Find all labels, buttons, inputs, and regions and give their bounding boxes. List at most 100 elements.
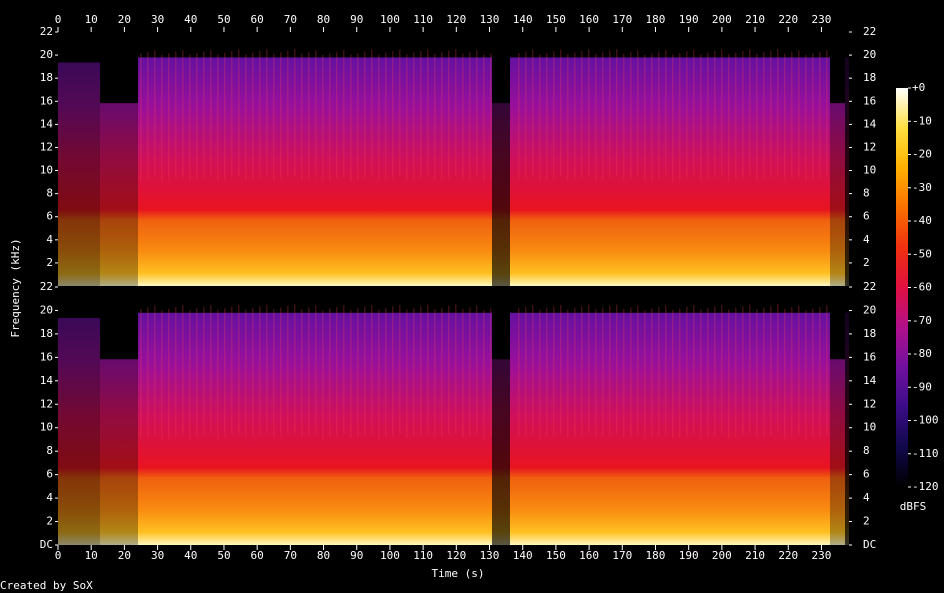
spectrogram-streak — [728, 54, 730, 182]
x-tick-label: 180 — [646, 549, 666, 562]
spectrogram-region — [845, 57, 849, 287]
spectrogram-streak — [301, 308, 303, 438]
spectrogram-streak — [203, 306, 205, 436]
x-tick-label: 100 — [380, 13, 400, 26]
spectrogram-region — [138, 57, 492, 287]
y-tick-label: 14 — [40, 374, 54, 387]
spectrogram-streak — [525, 51, 527, 179]
spectrogram-streak — [735, 52, 737, 180]
spectrogram-streak — [315, 50, 317, 178]
spectrogram-region — [830, 103, 845, 287]
spectrogram-streak — [826, 50, 828, 178]
spectrogram-streak — [560, 49, 562, 177]
spectrogram-streak — [217, 54, 219, 182]
spectrogram-streak — [819, 306, 821, 436]
spectrogram-streak — [679, 53, 681, 181]
spectrogram-streak — [196, 53, 198, 181]
spectrogram-streak — [805, 54, 807, 182]
colorbar-tick-label: -80 — [912, 347, 932, 360]
colorbar-tick-label: +0 — [912, 81, 925, 94]
spectrogram-streak — [329, 53, 331, 181]
y-tick-label: 4 — [863, 491, 870, 504]
y-tick-label: 6 — [863, 210, 870, 223]
spectrogram-streak — [294, 49, 296, 177]
y-tick-label: 14 — [863, 117, 877, 130]
spectrogram-streak — [441, 307, 443, 437]
x-tick-label: 180 — [646, 13, 666, 26]
y-tick-label: 2 — [863, 515, 870, 528]
spectrogram-streak — [700, 309, 702, 439]
y-tick-label: 2 — [46, 515, 53, 528]
spectrogram-streak — [763, 307, 765, 437]
spectrogram-streak — [371, 305, 373, 435]
y-tick-label: 18 — [863, 327, 876, 340]
y-tick-label: 8 — [46, 187, 53, 200]
y-tick-label: 14 — [863, 374, 877, 387]
spectrogram-streak — [266, 304, 268, 434]
spectrogram-streak — [693, 305, 695, 435]
spectrogram-streak — [189, 309, 191, 439]
x-tick-label: 130 — [480, 549, 500, 562]
x-tick-label: 10 — [85, 549, 98, 562]
x-tick-label: 60 — [251, 13, 264, 26]
spectrogram-streak — [399, 49, 401, 177]
spectrogram-streak — [364, 51, 366, 179]
x-tick-label: 190 — [679, 13, 699, 26]
x-tick-label: 200 — [712, 13, 732, 26]
x-tick-label: 70 — [284, 13, 297, 26]
spectrogram-streak — [812, 53, 814, 181]
spectrogram-streak — [203, 51, 205, 179]
spectrogram-streak — [406, 309, 408, 439]
spectrogram-streak — [168, 308, 170, 438]
spectrogram-streak — [336, 306, 338, 436]
spectrogram-streak — [357, 53, 359, 181]
spectrogram-streak — [462, 53, 464, 181]
colorbar-tick-label: -20 — [912, 148, 932, 161]
spectrogram-streak — [399, 304, 401, 434]
spectrogram-streak — [539, 309, 541, 439]
y-tick-label: 6 — [46, 210, 53, 223]
spectrogram-streak — [259, 306, 261, 436]
spectrogram-streak — [476, 50, 478, 178]
x-tick-label: 100 — [380, 549, 400, 562]
spectrogram-streak — [532, 305, 534, 435]
spectrogram-streak — [672, 309, 674, 439]
spectrogram-streak — [595, 53, 597, 181]
spectrogram-streak — [623, 53, 625, 181]
spectrogram-streak — [784, 308, 786, 438]
spectrogram-streak — [791, 51, 793, 179]
x-tick-label: 40 — [184, 13, 197, 26]
spectrogram-streak — [462, 308, 464, 438]
spectrogram-streak — [574, 52, 576, 180]
spectrogram-streak — [560, 304, 562, 434]
spectrogram-streak — [406, 54, 408, 182]
y-tick-label: 16 — [863, 350, 876, 363]
spectrogram-streak — [455, 49, 457, 177]
spectrogram-streak — [574, 307, 576, 437]
spectrogram-streak — [490, 308, 492, 438]
spectrogram-streak — [609, 50, 611, 178]
spectrogram-streak — [609, 305, 611, 435]
y-tick-label: 8 — [863, 444, 870, 457]
colorbar-tick-label: -40 — [912, 214, 932, 227]
spectrogram-streak — [301, 53, 303, 181]
spectrogram-streak — [749, 49, 751, 177]
spectrogram-streak — [553, 306, 555, 436]
spectrogram-streak — [728, 309, 730, 439]
x-tick-label: 210 — [745, 549, 765, 562]
spectrogram-streak — [490, 53, 492, 181]
spectrogram-streak — [189, 54, 191, 182]
spectrogram-streak — [182, 50, 184, 178]
spectrogram-streak — [616, 49, 618, 177]
spectrogram-streak — [238, 49, 240, 177]
spectrogram-streak — [721, 49, 723, 177]
spectrogram-streak — [252, 52, 254, 180]
x-tick-label: 0 — [55, 549, 62, 562]
spectrogram-streak — [350, 54, 352, 182]
spectrogram-streak — [343, 50, 345, 178]
spectrogram-streak — [441, 52, 443, 180]
y-tick-label: 12 — [40, 140, 53, 153]
spectrogram-streak — [385, 308, 387, 438]
spectrogram-region — [510, 57, 830, 287]
x-tick-label: 60 — [251, 549, 264, 562]
